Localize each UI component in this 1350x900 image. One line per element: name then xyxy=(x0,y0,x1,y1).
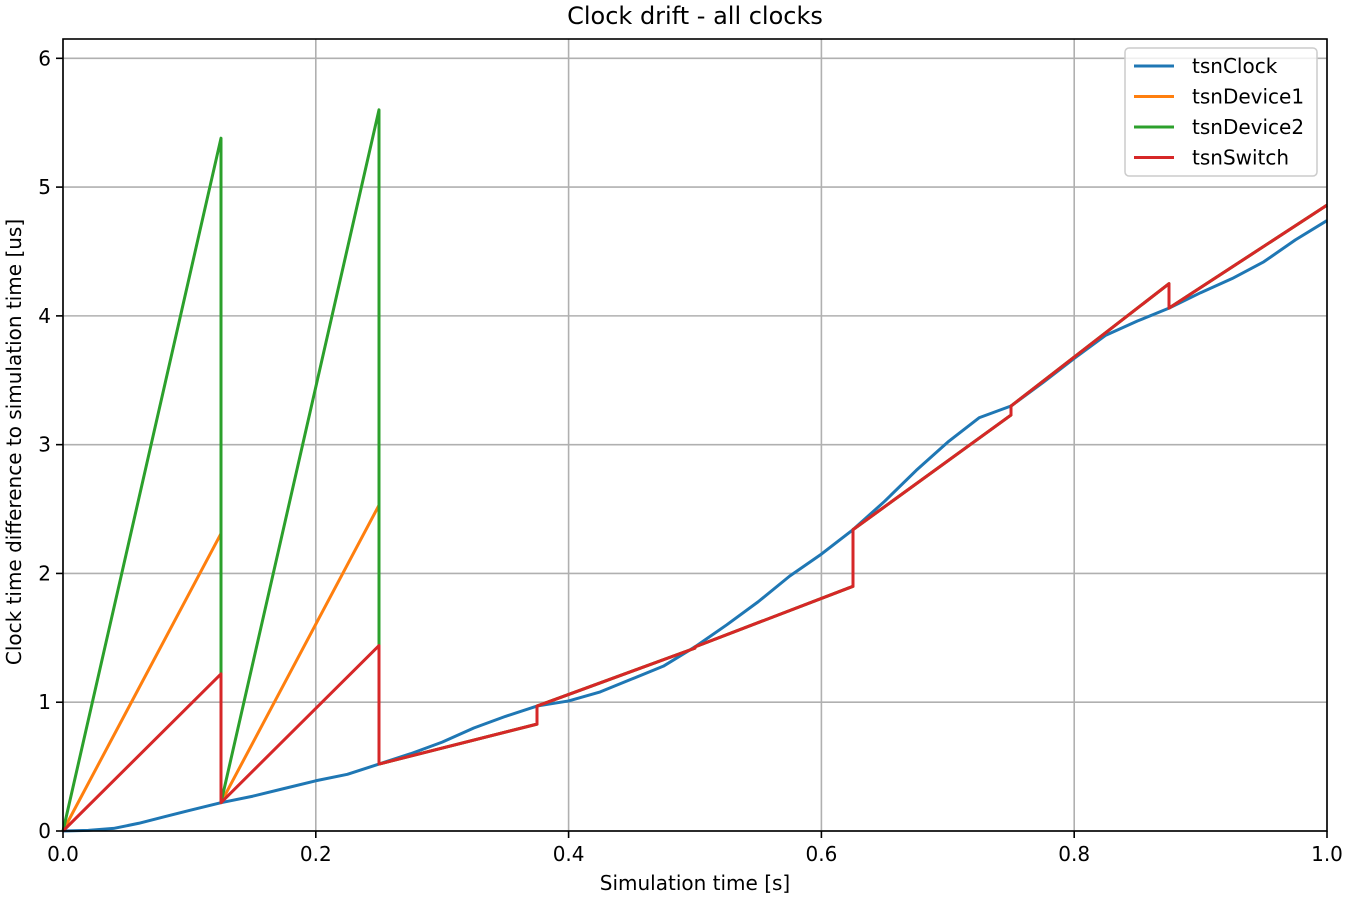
series-line-tsnSwitch xyxy=(61,203,1328,833)
x-tick-label: 0.8 xyxy=(1058,842,1090,866)
chart-title: Clock drift - all clocks xyxy=(567,2,823,30)
x-axis-label: Simulation time [s] xyxy=(600,871,790,895)
y-tick-label: 3 xyxy=(38,433,51,457)
y-tick-label: 0 xyxy=(38,819,51,843)
x-tick-label: 0.4 xyxy=(553,842,585,866)
y-tick-label: 1 xyxy=(38,690,51,714)
x-axis-ticks: 0.0 0.2 0.4 0.6 0.8 1.0 xyxy=(47,831,1343,866)
y-axis-label: Clock time difference to simulation time… xyxy=(2,219,26,665)
x-tick-label: 0.2 xyxy=(300,842,332,866)
x-tick-label: 0.0 xyxy=(47,842,79,866)
legend-box xyxy=(1124,47,1318,177)
series-line-tsnClock xyxy=(62,219,1328,833)
legend-label-tsnClock: tsnClock xyxy=(1192,54,1278,78)
legend-label-tsnSwitch: tsnSwitch xyxy=(1192,146,1289,170)
y-tick-label: 5 xyxy=(38,175,51,199)
plot-frame xyxy=(62,38,1328,832)
y-tick-label: 4 xyxy=(38,304,51,328)
plot-series xyxy=(61,108,1328,833)
x-tick-label: 1.0 xyxy=(1311,842,1343,866)
y-tick-label: 2 xyxy=(38,561,51,585)
legend-label-tsnDevice1: tsnDevice1 xyxy=(1192,85,1304,109)
legend: tsnClock tsnDevice1 tsnDevice2 tsnSwitch xyxy=(1124,47,1318,177)
legend-label-tsnDevice2: tsnDevice2 xyxy=(1192,115,1304,139)
y-axis-ticks: 0 1 2 3 4 5 6 xyxy=(38,46,63,843)
y-tick-label: 6 xyxy=(38,46,51,70)
x-tick-label: 0.6 xyxy=(805,842,837,866)
